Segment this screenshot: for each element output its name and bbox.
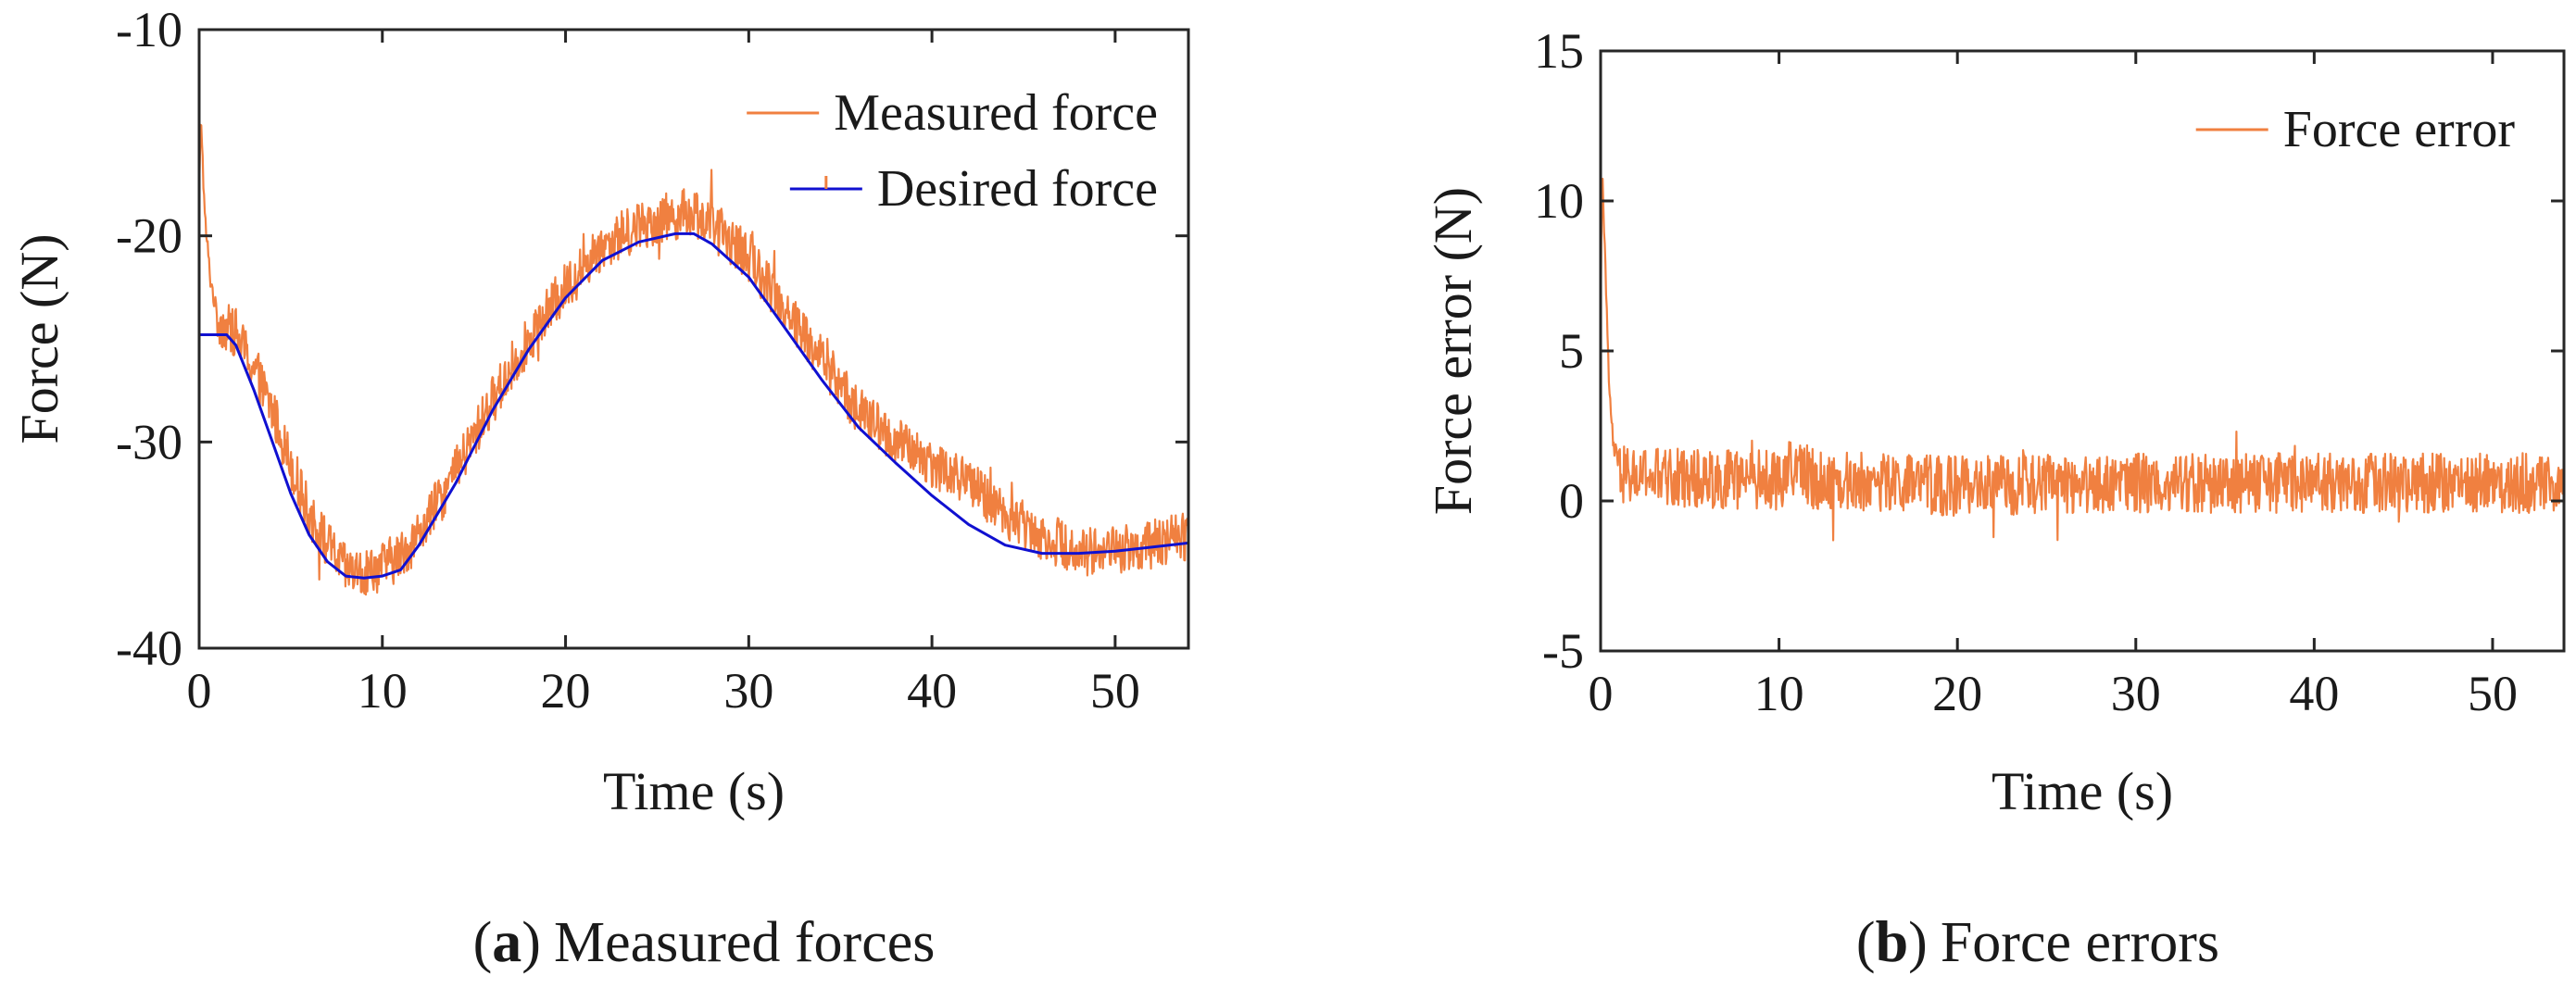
tick-layer: 0 10 20 30 40 50 -40 -30 -20 -10 (116, 2, 1188, 719)
caption-close-paren: ) (1908, 911, 1928, 974)
series-layer (1601, 178, 2564, 542)
x-tick-label: 20 (1932, 666, 1982, 721)
x-tick-label: 50 (2468, 666, 2518, 721)
legend-label-measured-force: Measured force (834, 84, 1158, 142)
x-tick-label: 10 (1754, 666, 1804, 721)
caption-b: (b) Force errors (1856, 908, 2219, 974)
y-tick-label: 15 (1534, 23, 1584, 79)
y-axis-label: Force (N) (9, 233, 69, 444)
series-line-desired-force (199, 231, 1188, 580)
caption-text: Force errors (1941, 911, 2219, 974)
y-tick-label: -20 (116, 208, 182, 264)
y-tick-label: -10 (116, 2, 182, 57)
caption-text: Measured forces (554, 911, 935, 974)
legend: Measured force Desired force (747, 84, 1158, 218)
legend-item-force-error: Force error (2195, 101, 2516, 158)
series-line-force-error (1601, 178, 2564, 542)
plot-frame (197, 28, 1190, 650)
caption-letter: a (492, 908, 521, 974)
series-layer (199, 123, 1188, 596)
legend-item-desired-force: Desired force (789, 160, 1158, 218)
chart-measured-forces: 0 10 20 30 40 50 -40 -30 -20 -10 Time (s) Force (… (9, 2, 1190, 974)
caption-close-paren: ) (521, 911, 541, 974)
y-tick-label: 0 (1559, 473, 1584, 529)
y-tick-label: 10 (1534, 173, 1584, 229)
legend-label-force-error: Force error (2283, 101, 2516, 158)
series-line-measured-force (199, 123, 1188, 596)
x-tick-label: 10 (358, 663, 408, 719)
x-tick-label: 50 (1090, 663, 1140, 719)
legend-label-desired-force: Desired force (877, 160, 1158, 218)
x-tick-label: 40 (2289, 666, 2339, 721)
legend: Force error (2195, 101, 2516, 158)
caption-a: (a) Measured forces (473, 908, 936, 974)
caption-open-paren: ( (1856, 911, 1876, 974)
caption-open-paren: ( (473, 911, 493, 974)
x-tick-label: 40 (907, 663, 957, 719)
y-tick-label: 5 (1559, 323, 1584, 379)
x-tick-label: 0 (1589, 666, 1614, 721)
caption-letter: b (1876, 908, 1909, 974)
x-tick-label: 20 (541, 663, 591, 719)
x-tick-label: 30 (723, 663, 773, 719)
y-tick-label: -5 (1542, 623, 1584, 679)
y-axis-label: Force error (N) (1423, 187, 1483, 515)
x-tick-label: 30 (2111, 666, 2161, 721)
x-axis-label: Time (s) (1992, 761, 2173, 821)
x-axis-label: Time (s) (603, 761, 785, 821)
y-tick-label: -30 (116, 414, 182, 469)
x-tick-label: 0 (187, 663, 212, 719)
legend-item-measured-force: Measured force (747, 84, 1158, 142)
y-tick-label: -40 (116, 620, 182, 676)
